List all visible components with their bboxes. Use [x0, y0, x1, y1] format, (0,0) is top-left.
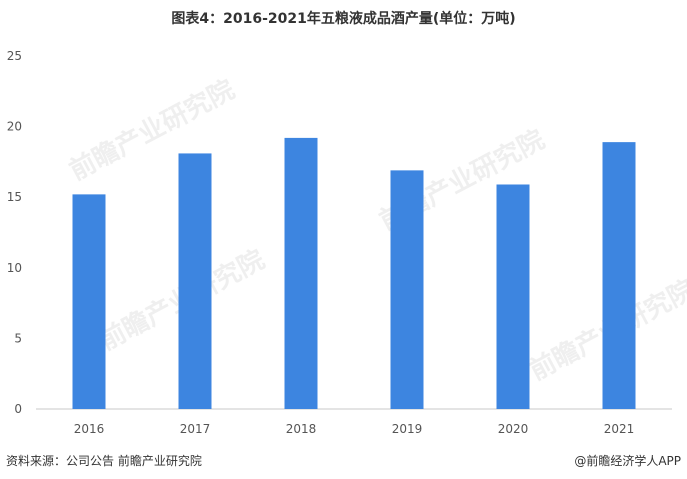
chart-title: 图表4：2016-2021年五粮液成品酒产量(单位：万吨) [171, 11, 516, 27]
x-tick-label: 2020 [498, 422, 529, 436]
y-tick-label: 25 [7, 49, 22, 63]
bar-2019 [390, 170, 424, 409]
bar-2016 [72, 194, 106, 409]
x-tick-label: 2018 [286, 422, 317, 436]
y-tick-label: 20 [7, 120, 22, 134]
source-note: 资料来源：公司公告 前瞻产业研究院 [6, 454, 202, 468]
bar-2017 [178, 153, 212, 409]
x-axis-ticks: 2016 2017 2018 2019 2020 2021 [74, 422, 635, 436]
x-tick-label: 2016 [74, 422, 105, 436]
bar-2021 [602, 142, 636, 409]
brand-label: @前瞻经济学人APP [574, 454, 681, 468]
y-axis-ticks: 0 5 10 15 20 25 [7, 49, 22, 416]
y-tick-label: 5 [14, 331, 22, 345]
x-tick-label: 2021 [604, 422, 635, 436]
y-tick-label: 0 [14, 402, 22, 416]
y-tick-label: 15 [7, 190, 22, 204]
x-tick-label: 2017 [180, 422, 211, 436]
bar-2020 [496, 184, 530, 409]
bars [72, 137, 636, 409]
bar-2018 [284, 137, 318, 409]
y-tick-label: 10 [7, 261, 22, 275]
x-tick-label: 2019 [392, 422, 423, 436]
